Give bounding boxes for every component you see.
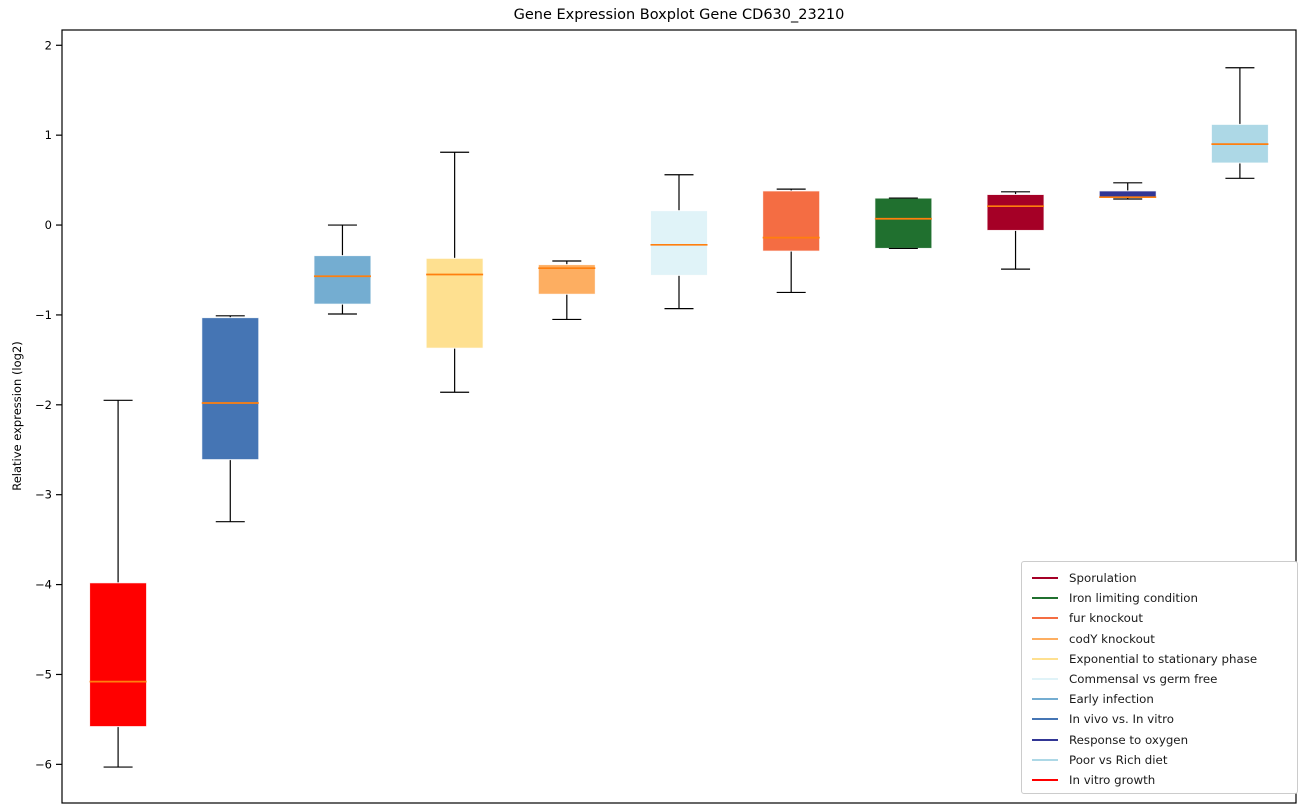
legend-swatch — [1032, 718, 1058, 721]
box — [874, 197, 933, 249]
boxplot-in-vitro-growth — [89, 399, 148, 768]
box — [425, 257, 484, 349]
legend-label: Poor vs Rich diet — [1069, 752, 1168, 767]
boxplot-sporulation — [986, 191, 1045, 270]
legend-item-cody-knockout: codY knockout — [1032, 629, 1293, 649]
legend-label: Early infection — [1069, 692, 1154, 707]
legend-item-poor-vs-rich-diet: Poor vs Rich diet — [1032, 750, 1293, 770]
boxplot-cody-knockout — [537, 260, 596, 321]
box — [650, 210, 708, 276]
legend-swatch — [1032, 617, 1058, 620]
box — [201, 317, 260, 461]
boxplot-fur-knockout — [762, 188, 821, 294]
legend-label: Sporulation — [1069, 571, 1137, 586]
boxplot-response-to-oxygen — [1098, 182, 1157, 200]
legend-swatch — [1032, 657, 1058, 660]
legend-swatch — [1032, 637, 1058, 640]
legend-label: In vitro growth — [1069, 772, 1156, 787]
legend-label: Iron limiting condition — [1069, 591, 1198, 606]
y-tick-label: −1 — [35, 308, 52, 322]
legend-label: Response to oxygen — [1069, 732, 1189, 747]
boxplot-iron-limiting-condition — [874, 197, 933, 250]
y-tick-label: −3 — [35, 488, 52, 502]
box — [537, 264, 596, 295]
legend-item-in-vivo-vs-in-vitro: In vivo vs. In vitro — [1032, 709, 1293, 729]
legend-swatch — [1032, 738, 1058, 741]
legend-item-iron-limiting-condition: Iron limiting condition — [1032, 588, 1293, 608]
boxplot-exponential-to-stationary-phase — [425, 151, 484, 393]
box — [89, 582, 148, 728]
box — [1098, 190, 1157, 198]
legend-item-early-infection: Early infection — [1032, 689, 1293, 709]
boxplot-commensal-vs-germ-free — [650, 174, 708, 310]
legend-item-sporulation: Sporulation — [1032, 568, 1293, 588]
box — [313, 255, 372, 305]
legend-label: codY knockout — [1069, 631, 1155, 646]
legend-swatch — [1032, 758, 1058, 761]
y-tick-label: 2 — [45, 38, 52, 52]
legend-swatch — [1032, 597, 1058, 600]
boxplot-early-infection — [313, 224, 372, 315]
box — [986, 193, 1045, 231]
y-tick-label: 1 — [45, 128, 52, 142]
legend-label: In vivo vs. In vitro — [1069, 712, 1174, 727]
legend-item-commensal-vs-germ-free: Commensal vs germ free — [1032, 669, 1293, 689]
legend-swatch — [1032, 678, 1058, 681]
y-tick-label: −6 — [35, 757, 52, 771]
legend-label: fur knockout — [1069, 611, 1143, 626]
legend-list: Sporulation Iron limiting condition fur kn… — [1032, 568, 1293, 790]
y-tick-label: −4 — [35, 578, 52, 592]
y-tick-label: −5 — [35, 667, 52, 681]
box — [762, 190, 821, 252]
legend-item-in-vitro-growth: In vitro growth — [1032, 770, 1293, 790]
legend-label: Exponential to stationary phase — [1069, 651, 1258, 666]
legend: Sporulation Iron limiting condition fur kn… — [1021, 561, 1298, 794]
legend-swatch — [1032, 577, 1058, 580]
y-tick-label: 0 — [45, 218, 52, 232]
legend-item-fur-knockout: fur knockout — [1032, 608, 1293, 628]
boxplot-in-vivo-vs-in-vitro — [201, 315, 260, 523]
axes-frame — [61, 29, 1297, 804]
legend-label: Commensal vs germ free — [1069, 672, 1218, 687]
legend-item-response-to-oxygen: Response to oxygen — [1032, 730, 1293, 750]
legend-swatch — [1032, 698, 1058, 701]
boxplot-poor-vs-rich-diet — [1210, 67, 1269, 179]
legend-swatch — [1032, 778, 1058, 781]
y-tick-label: −2 — [35, 398, 52, 412]
chart-title: Gene Expression Boxplot Gene CD630_23210 — [513, 7, 845, 23]
legend-item-exponential-to-stationary-phase: Exponential to stationary phase — [1032, 649, 1293, 669]
